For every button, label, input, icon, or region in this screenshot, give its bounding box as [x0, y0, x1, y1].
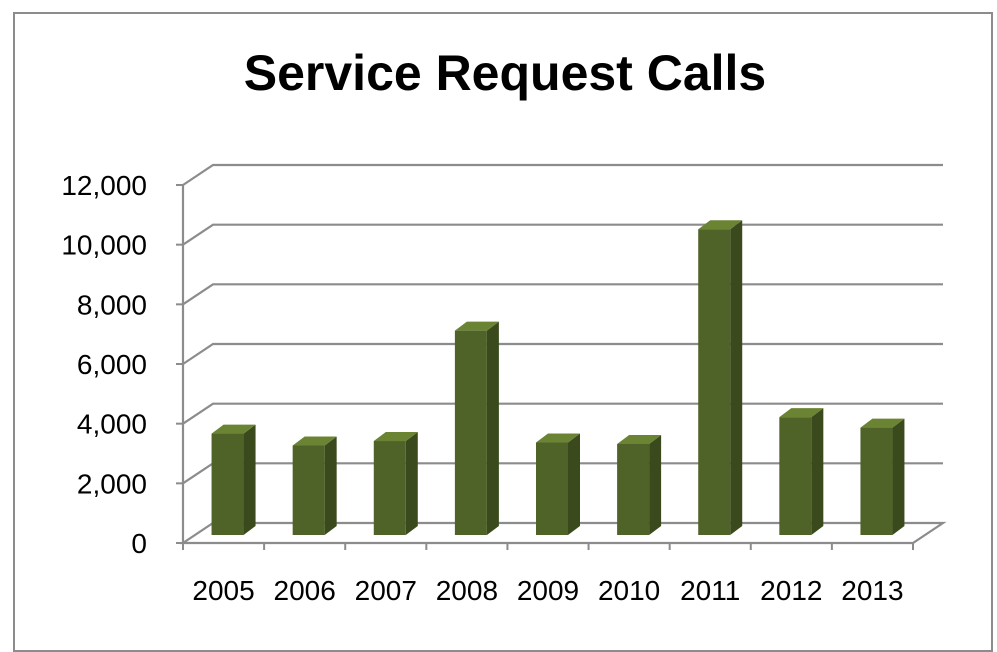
- bar-2005: [211, 424, 256, 535]
- bar-top: [860, 418, 905, 428]
- bar-top: [779, 408, 824, 418]
- chart-title: Service Request Calls: [243, 45, 767, 101]
- bar-2006: [292, 436, 337, 535]
- bar-2007: [373, 432, 418, 535]
- bar-front: [617, 444, 650, 535]
- bar-side: [811, 408, 824, 535]
- bar-side: [730, 220, 743, 536]
- y-tick-labels: 0 2,000 4,000 6,000 8,000 10,000 12,000: [61, 170, 147, 559]
- bar-side: [892, 418, 905, 535]
- bar-top: [211, 424, 256, 434]
- y-tick-label: 12,000: [61, 170, 147, 201]
- bar-top: [536, 433, 580, 443]
- bar-front: [211, 433, 244, 535]
- x-tick-label: 2006: [274, 575, 336, 606]
- y-tick-label: 10,000: [61, 230, 147, 261]
- bar-front: [536, 442, 568, 535]
- x-tick-labels: 2005 2006 2007 2008 2009 2010 2011 2012 2013: [192, 575, 903, 606]
- chart-frame: [13, 12, 993, 652]
- gridline: [182, 223, 943, 246]
- bar-side: [405, 432, 418, 535]
- y-tick-label: 2,000: [77, 468, 147, 499]
- bar-2011: [698, 220, 743, 536]
- x-tick-label: 2013: [841, 575, 903, 606]
- y-tick-label: 0: [131, 528, 147, 559]
- bar-front: [454, 330, 487, 535]
- gridline: [182, 283, 943, 306]
- bars: [211, 220, 905, 536]
- bar-front: [779, 417, 812, 535]
- y-tick-label: 6,000: [77, 349, 147, 380]
- gridline: [182, 342, 943, 365]
- bar-side: [243, 424, 256, 535]
- bar-front: [860, 427, 893, 535]
- bar-top: [292, 436, 337, 446]
- bar-front: [698, 229, 731, 536]
- x-tick-label: 2012: [760, 575, 822, 606]
- x-tick-label: 2005: [192, 575, 254, 606]
- bar-2009: [536, 433, 580, 535]
- bar-front: [292, 445, 325, 535]
- bar-2012: [779, 408, 824, 535]
- bar-top: [617, 435, 662, 445]
- bar-side: [486, 321, 499, 535]
- y-tick-label: 8,000: [77, 289, 147, 320]
- bar-front: [373, 441, 406, 535]
- bar-top: [373, 432, 418, 442]
- y-tick-label: 4,000: [77, 409, 147, 440]
- x-tick-label: 2010: [598, 575, 660, 606]
- bar-side: [649, 435, 662, 535]
- bar-2008: [454, 321, 499, 535]
- bar-side: [324, 436, 337, 535]
- bar-top: [698, 220, 743, 230]
- axes: [176, 184, 914, 550]
- bar-top: [454, 321, 499, 331]
- x-tick-label: 2011: [680, 575, 740, 606]
- x-tick-label: 2008: [436, 575, 498, 606]
- bar-2010: [617, 435, 662, 535]
- x-tick-label: 2009: [517, 575, 579, 606]
- x-tick-label: 2007: [355, 575, 417, 606]
- bar-side: [568, 433, 580, 535]
- bar-2013: [860, 418, 905, 535]
- gridline: [182, 163, 943, 186]
- gridline: [182, 402, 943, 425]
